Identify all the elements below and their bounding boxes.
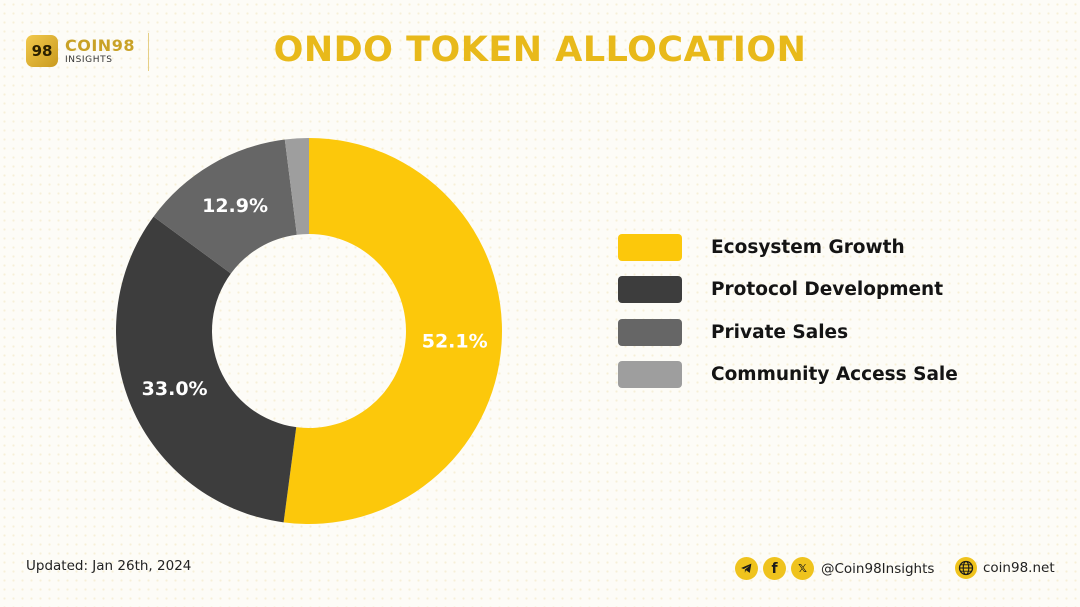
logo-divider [148,33,149,71]
legend-swatch [618,276,682,303]
brand-subtitle: INSIGHTS [65,54,113,65]
legend-item-ecosystem-growth: Ecosystem Growth [618,233,958,261]
slice-label-private-sales: 12.9% [202,195,268,217]
x-icon[interactable]: 𝕏 [791,557,814,580]
slice-label-ecosystem-growth: 52.1% [422,331,488,353]
legend-item-community-access-sale: Community Access Sale [618,361,958,389]
slice-protocol-development [115,216,297,523]
slice-private-sales [153,139,297,274]
legend-item-protocol-development: Protocol Development [618,276,958,304]
brand-name: COIN98 [65,35,135,55]
website-url: coin98.net [983,560,1055,576]
legend-item-private-sales: Private Sales [618,318,958,346]
legend-label: Protocol Development [711,279,944,300]
page-title: ONDO TOKEN ALLOCATION [273,30,807,70]
social-handle[interactable]: @Coin98Insights [821,560,935,577]
globe-icon [955,557,977,579]
slice-ecosystem-growth [283,138,502,524]
telegram-icon[interactable] [735,557,758,580]
brand-logo: 98 COIN98 INSIGHTS [26,35,135,67]
legend-label: Community Access Sale [711,364,958,385]
legend-swatch [618,361,682,388]
slice-community-access-sale [284,138,309,235]
social-links: f 𝕏 @Coin98Insights [735,557,934,580]
legend-label: Private Sales [711,321,849,343]
facebook-icon[interactable]: f [763,557,786,580]
updated-date: Updated: Jan 26th, 2024 [26,558,192,574]
website-link[interactable]: coin98.net [955,557,1055,579]
legend-label: Ecosystem Growth [711,236,905,258]
donut-chart: 52.1% 33.0% 12.9% [115,138,502,524]
slice-label-protocol-development: 33.0% [142,378,208,400]
chart-legend: Ecosystem Growth Protocol Development Priv… [618,233,958,403]
legend-swatch [618,233,682,261]
legend-swatch [618,318,682,346]
coin98-logo-icon: 98 [26,35,58,67]
